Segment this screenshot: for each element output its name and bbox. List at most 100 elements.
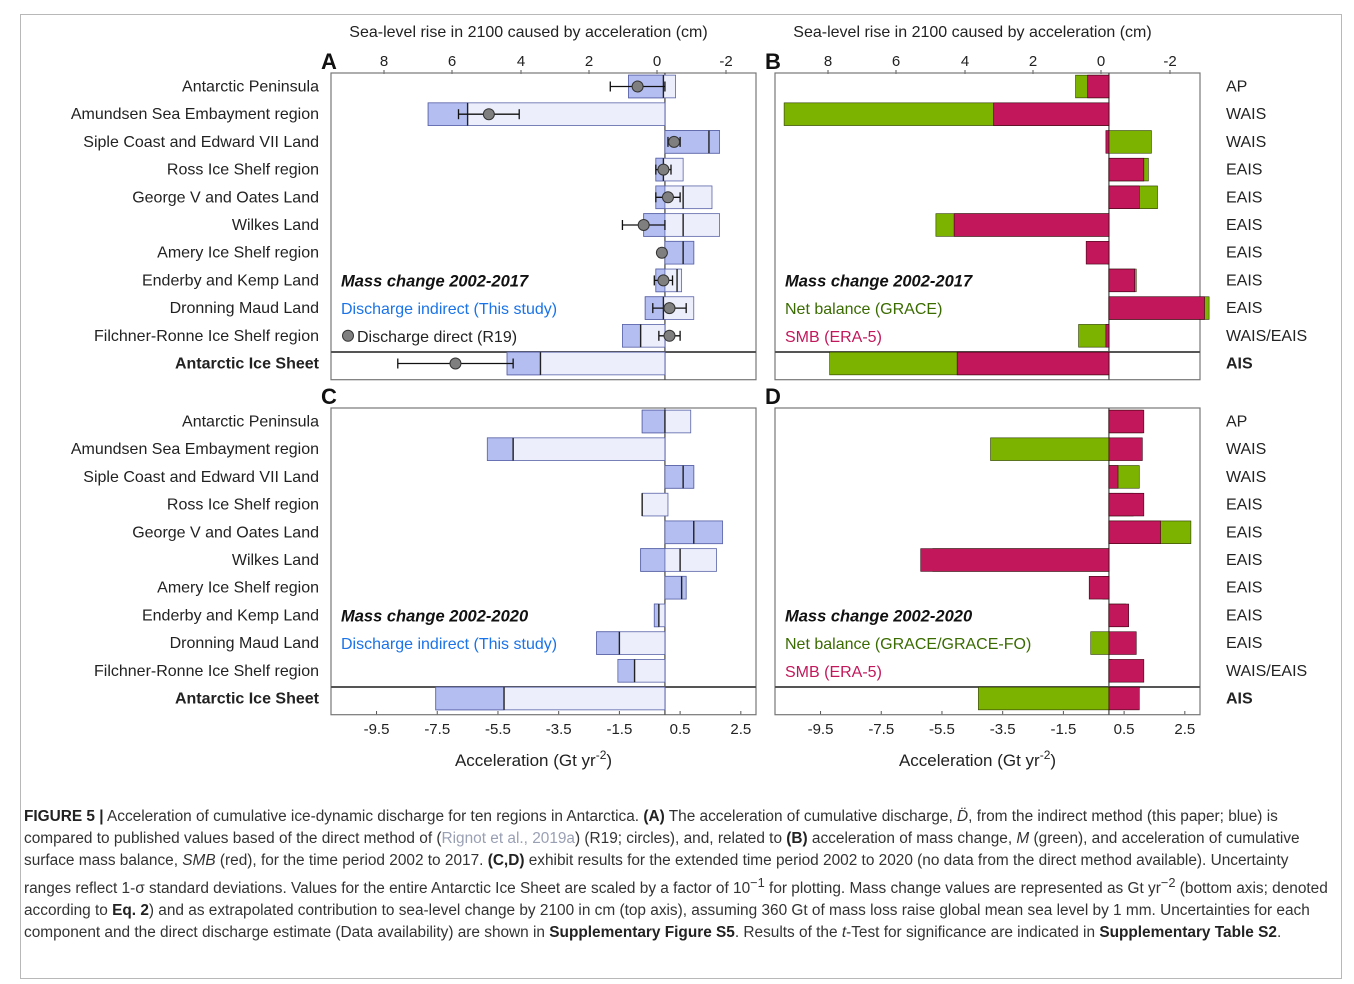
smb-bar — [1108, 437, 1143, 461]
net-balance-bar — [990, 437, 1110, 461]
smb-bar — [920, 548, 1110, 572]
smb-bar — [1088, 576, 1110, 600]
discharge-indirect-bar — [596, 631, 620, 655]
panel-frame-B — [774, 72, 1201, 381]
panel-letter-B: B — [765, 49, 781, 74]
top-tick-label: 4 — [961, 53, 969, 70]
basin-label: EAIS — [1226, 300, 1262, 317]
discharge-indirect-bar — [664, 465, 695, 489]
region-label: Amery Ice Shelf region — [157, 580, 319, 597]
discharge-indirect-bar — [486, 437, 514, 461]
bottom-tick-label: -5.5 — [929, 721, 955, 738]
region-label: Amundsen Sea Embayment region — [71, 441, 319, 458]
caption-reference-link[interactable]: Rignot et al., 2019a — [441, 830, 575, 847]
caption-equation-link[interactable]: Eq. 2 — [112, 902, 149, 920]
smb-bar — [1108, 659, 1145, 683]
legend-item: Discharge indirect (This study) — [341, 301, 557, 318]
region-label: Ross Ice Shelf region — [167, 162, 319, 179]
top-tick-label: -2 — [719, 53, 732, 70]
region-label: Dronning Maud Land — [170, 635, 319, 652]
caption-supp-table-link[interactable]: Supplementary Table S2 — [1099, 924, 1277, 942]
legend-item: Discharge direct (R19) — [357, 329, 517, 346]
region-label: Antarctic Ice Sheet — [175, 356, 320, 373]
panel-frame-A — [330, 72, 757, 381]
bottom-tick-label: 2.5 — [730, 721, 751, 738]
smb-bar — [1108, 268, 1136, 293]
basin-label: AP — [1226, 79, 1247, 96]
bottom-tick-label: -7.5 — [868, 721, 894, 738]
caption-figure-label: FIGURE 5 | — [24, 808, 104, 825]
smb-bar — [1108, 686, 1140, 711]
region-label: Antarctic Peninsula — [182, 414, 319, 431]
top-axis-label-0: Sea-level rise in 2100 caused by acceler… — [349, 24, 707, 41]
basin-label: EAIS — [1226, 162, 1262, 179]
net-balance-bar — [1090, 631, 1110, 655]
region-label: George V and Oates Land — [132, 524, 319, 541]
region-label: Siple Coast and Edward VII Land — [83, 134, 319, 151]
discharge-direct-point — [637, 219, 650, 231]
discharge-indirect-bar — [622, 324, 642, 348]
top-tick-label: 2 — [585, 53, 593, 70]
top-tick-label: 8 — [380, 53, 388, 70]
panel-letter-A: A — [321, 49, 337, 74]
discharge-direct-point — [668, 135, 681, 148]
smb-bar — [1108, 465, 1119, 489]
legend-title: Mass change 2002-2017 — [341, 272, 529, 290]
basin-label: WAIS — [1226, 441, 1266, 458]
smb-bar — [1108, 296, 1205, 320]
smb-bar — [956, 351, 1110, 376]
top-tick-label: 4 — [517, 53, 525, 70]
region-label: Ross Ice Shelf region — [167, 497, 319, 514]
discharge-indirect-bar — [641, 409, 666, 434]
basin-label: EAIS — [1226, 272, 1262, 289]
legend-item: Net balance (GRACE/GRACE-FO) — [785, 636, 1031, 653]
basin-label: AIS — [1226, 356, 1253, 373]
smb-bar — [1085, 241, 1110, 265]
bottom-tick-label: 0.5 — [670, 721, 691, 738]
top-tick-label: 0 — [1097, 53, 1105, 70]
region-label: Amundsen Sea Embayment region — [71, 106, 319, 123]
discharge-range-box — [641, 492, 669, 517]
discharge-direct-point — [663, 329, 676, 342]
basin-label: EAIS — [1226, 635, 1262, 652]
smb-bar — [1105, 130, 1110, 154]
discharge-indirect-bar — [664, 575, 687, 600]
panel-letter-D: D — [765, 384, 781, 409]
discharge-direct-point — [631, 80, 644, 93]
basin-label: EAIS — [1226, 245, 1262, 262]
basin-label: EAIS — [1226, 189, 1262, 206]
bottom-tick-label: -7.5 — [424, 721, 450, 738]
legend-title: Mass change 2002-2017 — [785, 272, 973, 290]
basin-label: EAIS — [1226, 607, 1262, 624]
region-label: Filchner-Ronne Ice Shelf region — [94, 663, 319, 680]
discharge-direct-point — [657, 163, 670, 176]
basin-label: WAIS/EAIS — [1226, 328, 1307, 345]
caption-supp-figure-link[interactable]: Supplementary Figure S5 — [549, 924, 735, 942]
bottom-tick-label: -9.5 — [808, 721, 834, 738]
top-tick-label: 2 — [1029, 53, 1037, 70]
basin-label: WAIS — [1226, 106, 1266, 123]
discharge-direct-point — [655, 246, 668, 259]
panel-frame-C — [330, 407, 757, 716]
smb-bar — [1108, 520, 1161, 544]
basin-label: WAIS — [1226, 134, 1266, 151]
discharge-direct-point — [661, 191, 674, 204]
region-label: Dronning Maud Land — [170, 300, 319, 317]
discharge-direct-point — [482, 108, 495, 121]
legend-item: SMB (ERA-5) — [785, 664, 882, 681]
discharge-indirect-bar — [435, 686, 505, 711]
basin-label: WAIS/EAIS — [1226, 663, 1307, 680]
legend-circle-marker — [342, 329, 354, 342]
discharge-indirect-bar — [664, 240, 695, 265]
region-label: Amery Ice Shelf region — [157, 245, 319, 262]
smb-bar — [1108, 185, 1140, 209]
bottom-axis-label-1: Acceleration (Gt yr-2) — [899, 748, 1056, 770]
top-tick-label: -2 — [1163, 53, 1176, 70]
bottom-tick-label: -3.5 — [546, 721, 572, 738]
bottom-tick-label: 0.5 — [1114, 721, 1135, 738]
basin-label: AIS — [1226, 691, 1253, 708]
smb-bar — [1108, 157, 1145, 182]
figure-caption: FIGURE 5 | Acceleration of cumulative ic… — [24, 808, 1328, 942]
discharge-indirect-bar — [664, 130, 720, 154]
top-axis-label-1: Sea-level rise in 2100 caused by acceler… — [793, 24, 1151, 41]
